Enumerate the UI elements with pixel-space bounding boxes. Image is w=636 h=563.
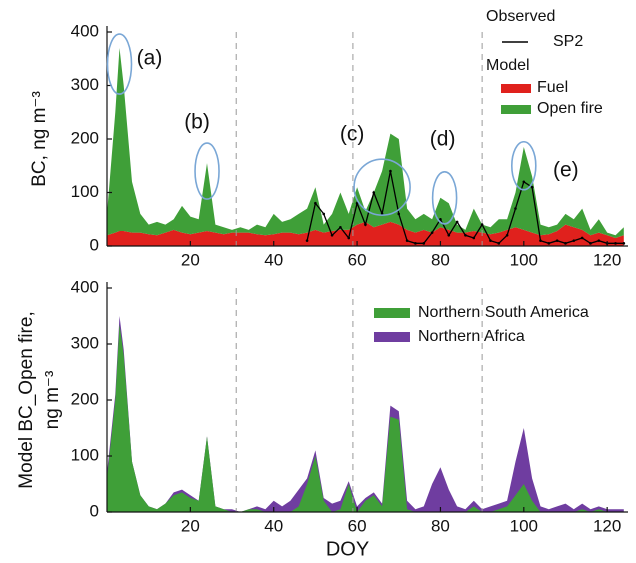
annotation-label: (d) [430,127,456,150]
y-tick-label: 400 [71,21,99,40]
x-tick-label: 80 [431,516,450,535]
observed-point [530,185,534,189]
x-tick-label: 20 [181,516,200,535]
observed-point [622,242,626,245]
observed-point [514,207,517,210]
x-tick-label: 100 [510,250,538,269]
observed-point [464,234,467,237]
legend-swatch [501,105,531,114]
observed-point [305,239,309,242]
x-tick-label: 60 [348,516,367,535]
observed-point [397,212,401,216]
observed-point [480,223,484,226]
area [107,316,624,512]
observed-point [364,223,367,226]
observed-point [355,201,359,205]
y-tick-label: 100 [71,445,99,464]
y-axis-title: ng m⁻³ [42,371,63,430]
observed-point [522,180,526,184]
y-tick-label: 400 [71,277,99,296]
legend-label: Fuel [537,79,568,96]
observed-point [614,242,617,245]
annotation-circle [510,140,537,191]
observed-point [547,242,551,245]
observed-point [555,239,559,242]
legend-label: Northern South America [418,304,589,321]
y-tick-label: 0 [90,235,99,254]
x-tick-label: 120 [593,250,621,269]
legend-heading: Observed [486,8,555,25]
observed-point [330,234,334,237]
observed-point [539,239,542,242]
y-axis-title: Model BC_Open fire, [16,311,37,488]
observed-point [314,201,317,205]
area [107,48,624,238]
y-tick-label: 100 [71,182,99,201]
legend-heading: Model [486,57,530,74]
observed-point [589,242,592,245]
observed-point [405,239,409,242]
area [107,324,624,512]
observed-point [339,225,342,229]
legend-swatch [374,332,410,342]
observed-point [439,217,442,221]
observed-point [372,191,376,194]
x-tick-label: 100 [510,516,538,535]
annotation-label: (e) [553,158,579,181]
observed-point [455,220,459,224]
observed-point [347,236,351,240]
observed-point [564,242,567,245]
observed-point [430,231,434,234]
observed-point [497,242,501,245]
legend-label: Northern Africa [418,328,525,345]
observed-point [580,236,584,240]
y-tick-label: 200 [71,389,99,408]
observed-point [389,169,392,173]
y-axis-title: BC, ng m⁻³ [29,91,50,187]
observed-point [414,242,417,245]
x-axis-title: DOY [326,538,369,560]
x-tick-label: 60 [348,250,367,269]
annotation-label: (c) [340,123,365,146]
y-tick-label: 300 [71,333,99,352]
observed-point [597,239,601,242]
x-tick-label: 20 [181,250,200,269]
observed-point [472,236,476,240]
observed-point [447,234,451,237]
annotation-circle [431,171,458,225]
x-tick-label: 40 [264,250,283,269]
x-tick-label: 40 [264,516,283,535]
annotation-circle [106,33,133,95]
observed-point [489,239,492,242]
observed-point [572,239,576,242]
annotation-label: (a) [137,47,163,70]
annotation-circle [353,158,411,216]
legend-swatch [374,308,410,318]
observed-point [422,242,426,245]
y-tick-label: 0 [90,501,99,520]
annotation-label: (b) [184,111,210,134]
annotation-circle [194,142,220,200]
area [107,221,624,246]
observed-point [505,234,509,237]
legend-swatch [501,84,531,93]
x-tick-label: 120 [593,516,621,535]
y-tick-label: 200 [71,128,99,147]
legend-label: SP2 [553,33,583,50]
y-tick-label: 300 [71,75,99,94]
x-tick-label: 80 [431,250,450,269]
observed-point [322,212,326,216]
legend-label: Open fire [537,100,603,117]
